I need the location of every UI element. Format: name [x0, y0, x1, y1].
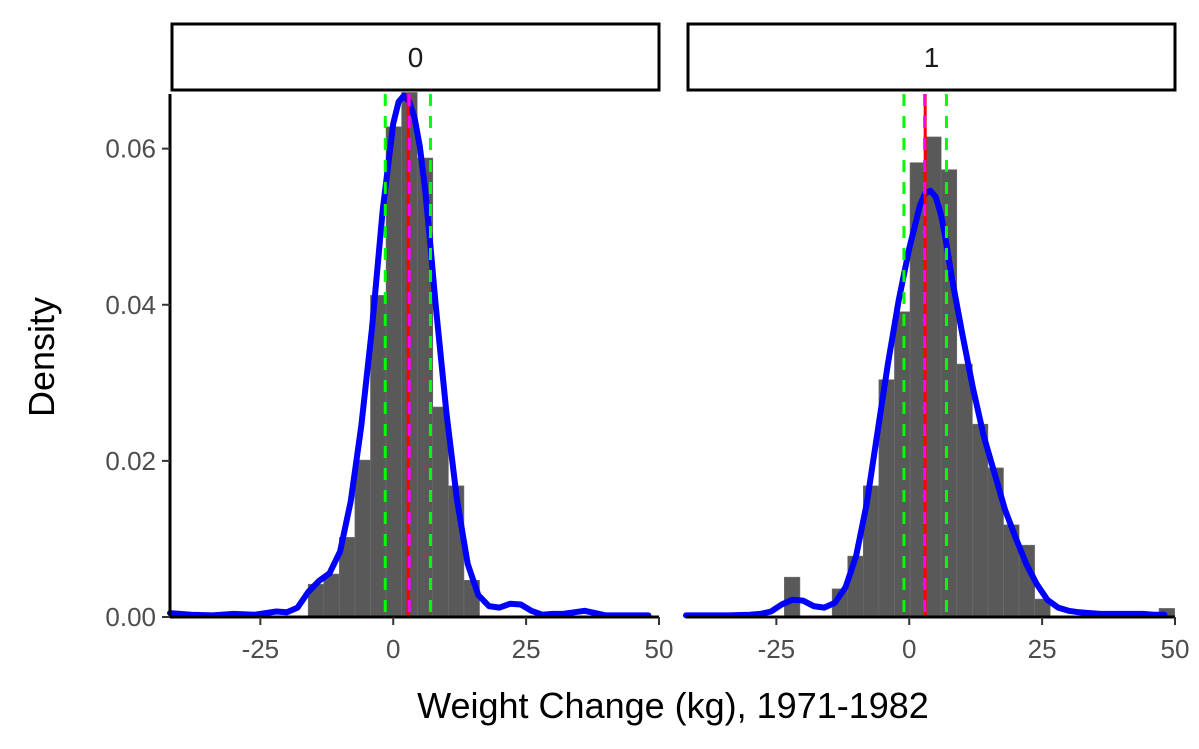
- facet-strip-box: [686, 22, 1177, 92]
- y-tick-label: 0.02: [105, 446, 156, 476]
- facet-panel-1: 1 -25 0 25 50: [683, 22, 1190, 664]
- density-curve: [167, 92, 652, 619]
- x-tick-label: 50: [1161, 634, 1190, 664]
- x-tick-label: -25: [758, 634, 796, 664]
- y-tick-label: 0.04: [105, 290, 156, 320]
- density-curve: [683, 187, 1168, 619]
- x-tick-label: 0: [902, 634, 916, 664]
- histogram-bar: [385, 126, 402, 618]
- facet-panel-0: 0 -25 0 25 50 0.00 0.02 0.04 0.06: [105, 22, 674, 664]
- x-tick-label: -25: [242, 634, 280, 664]
- histogram-bar: [323, 573, 340, 618]
- x-tick-label: 25: [512, 634, 541, 664]
- histogram-bar: [432, 406, 449, 618]
- histogram-bar: [894, 311, 911, 618]
- x-tick-label: 0: [386, 634, 400, 664]
- y-tick-label: 0.06: [105, 134, 156, 164]
- facet-strip-label: 0: [408, 42, 424, 73]
- panels-group: 0 -25 0 25 50 0.00 0.02 0.04 0.06 1 -25 0 25 50: [105, 22, 1190, 664]
- histogram-bar: [354, 459, 371, 618]
- facet-strip-box: [170, 22, 661, 92]
- y-tick-label: 0.00: [105, 602, 156, 632]
- x-tick-label: 25: [1028, 634, 1057, 664]
- facet-strip-label: 1: [924, 42, 940, 73]
- y-axis-title: Density: [21, 297, 62, 417]
- x-axis-title: Weight Change (kg), 1971-1982: [417, 685, 929, 726]
- histogram-bar: [956, 363, 973, 618]
- x-tick-label: 50: [645, 634, 674, 664]
